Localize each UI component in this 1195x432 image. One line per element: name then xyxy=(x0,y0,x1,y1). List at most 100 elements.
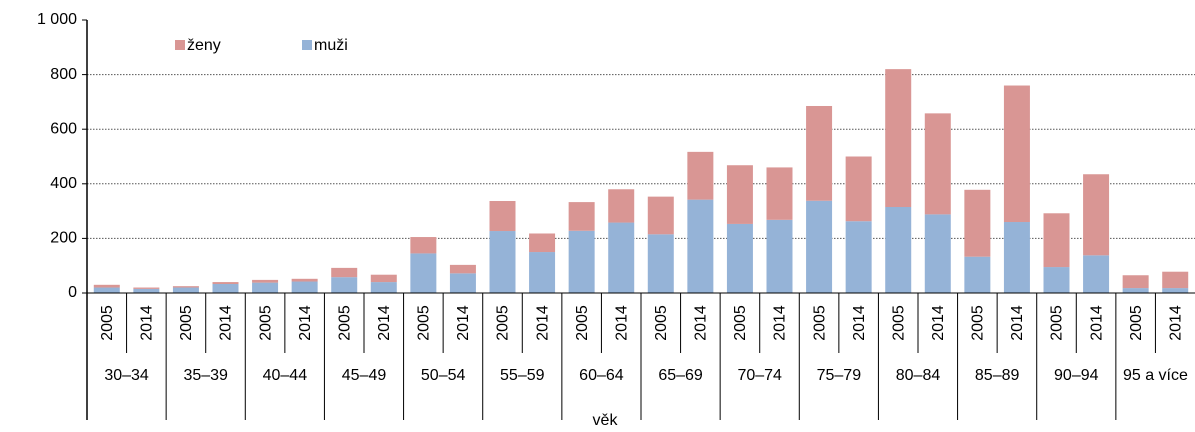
y-tick-label: 400 xyxy=(50,175,77,192)
x-tick-label: 2005 xyxy=(890,305,907,341)
group-label: 95 a více xyxy=(1123,367,1188,384)
bar-segment xyxy=(449,273,476,293)
bar-segment xyxy=(1083,255,1110,293)
x-tick-label: 2014 xyxy=(455,305,472,341)
bar-segment xyxy=(172,287,199,293)
bar-segment xyxy=(687,151,714,200)
bar-segment xyxy=(291,278,318,282)
x-tick-label: 2014 xyxy=(613,305,630,341)
x-tick-label: 2014 xyxy=(772,305,789,341)
bar-segment xyxy=(529,233,556,253)
bar-segment xyxy=(133,287,160,289)
bar-segment xyxy=(529,252,556,293)
bar-segment xyxy=(964,189,991,257)
group-label: 35–39 xyxy=(183,367,228,384)
x-tick-label: 2005 xyxy=(495,305,512,341)
bar-segment xyxy=(924,113,951,215)
y-tick-label: 1 000 xyxy=(37,11,77,28)
bar-segment xyxy=(410,253,437,293)
bar-segment xyxy=(93,284,120,288)
x-tick-label: 2005 xyxy=(970,305,987,341)
bar-segment xyxy=(1122,288,1149,293)
bar-segment xyxy=(568,202,595,231)
bar-segment xyxy=(806,105,833,201)
bar-segment xyxy=(212,282,239,284)
bar-segment xyxy=(726,165,753,224)
legend-label: muži xyxy=(314,37,348,54)
bar-segment xyxy=(647,196,674,235)
bar-segment xyxy=(133,288,160,293)
legend-swatch xyxy=(302,40,312,50)
bar-segment xyxy=(766,219,793,293)
bar-segment xyxy=(212,283,239,293)
bar-segment xyxy=(1043,213,1070,268)
bar-segment xyxy=(93,287,120,293)
x-tick-label: 2005 xyxy=(1049,305,1066,341)
bar-segment xyxy=(845,156,872,222)
group-label: 70–74 xyxy=(737,367,782,384)
group-label: 60–64 xyxy=(579,367,624,384)
bar-segment xyxy=(1003,222,1030,293)
x-tick-label: 2005 xyxy=(336,305,353,341)
bar-segment xyxy=(924,214,951,293)
group-label: 45–49 xyxy=(342,367,387,384)
x-tick-label: 2014 xyxy=(1167,305,1184,341)
bar-segment xyxy=(410,237,437,254)
bar-segment xyxy=(845,221,872,293)
bar-segment xyxy=(608,189,635,223)
x-tick-label: 2005 xyxy=(574,305,591,341)
x-tick-label: 2014 xyxy=(139,305,156,341)
x-tick-label: 2014 xyxy=(534,305,551,341)
bar-segment xyxy=(806,200,833,293)
x-tick-label: 2014 xyxy=(930,305,947,341)
y-tick-label: 0 xyxy=(68,284,77,301)
bar-segment xyxy=(449,264,476,274)
bar-segment xyxy=(885,69,912,208)
x-tick-label: 2005 xyxy=(257,305,274,341)
group-label: 50–54 xyxy=(421,367,466,384)
bar-segment xyxy=(291,281,318,293)
x-axis-label: věk xyxy=(593,412,619,427)
bar-segment xyxy=(726,223,753,293)
bar-segment xyxy=(1122,275,1149,289)
y-tick-label: 600 xyxy=(50,120,77,137)
group-label: 40–44 xyxy=(263,367,308,384)
y-tick-label: 800 xyxy=(50,66,77,83)
x-tick-label: 2005 xyxy=(811,305,828,341)
bar-segment xyxy=(370,274,397,283)
bar-segment xyxy=(1162,288,1189,293)
bar-segment xyxy=(331,267,358,278)
group-label: 30–34 xyxy=(104,367,149,384)
bar-segment xyxy=(687,199,714,293)
bar-segment xyxy=(370,282,397,293)
bar-segment xyxy=(489,231,516,293)
x-tick-label: 2005 xyxy=(1128,305,1145,341)
x-tick-label: 2014 xyxy=(693,305,710,341)
bar-segment xyxy=(331,277,358,293)
bar-segment xyxy=(568,230,595,293)
x-tick-label: 2014 xyxy=(297,305,314,341)
bar-segment xyxy=(647,234,674,293)
x-tick-label: 2005 xyxy=(99,305,116,341)
bar-segment xyxy=(608,222,635,293)
x-tick-label: 2014 xyxy=(1088,305,1105,341)
bar-segment xyxy=(885,207,912,293)
x-tick-label: 2005 xyxy=(178,305,195,341)
group-label: 55–59 xyxy=(500,367,545,384)
group-label: 75–79 xyxy=(817,367,862,384)
bar-segment xyxy=(252,282,279,293)
bar-segment xyxy=(1043,267,1070,293)
x-tick-label: 2014 xyxy=(376,305,393,341)
bar-segment xyxy=(252,279,279,283)
x-tick-label: 2005 xyxy=(653,305,670,341)
x-tick-label: 2005 xyxy=(732,305,749,341)
bar-segment xyxy=(489,200,516,232)
bar-segment xyxy=(172,286,199,288)
bar-segment xyxy=(766,167,793,220)
x-tick-label: 2014 xyxy=(851,305,868,341)
legend-swatch xyxy=(175,40,185,50)
bar-segment xyxy=(1003,85,1030,223)
legend-label: ženy xyxy=(187,37,221,54)
group-label: 85–89 xyxy=(975,367,1020,384)
